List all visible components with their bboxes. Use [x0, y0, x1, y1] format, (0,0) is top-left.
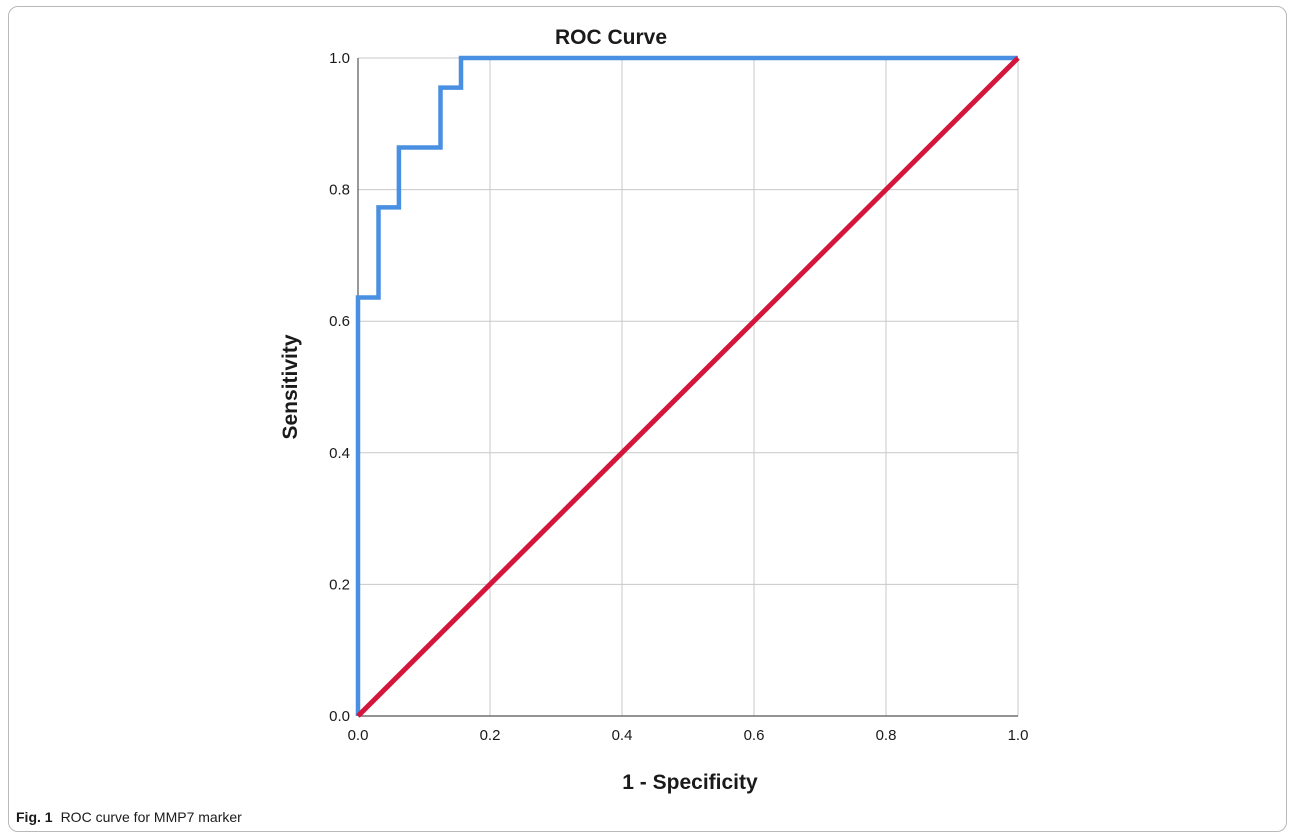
y-tick-label: 0.0: [329, 708, 350, 725]
x-tick-label: 0.6: [744, 727, 765, 744]
x-tick-label: 0.4: [612, 727, 633, 744]
x-axis-label: 1 - Specificity: [622, 771, 758, 794]
y-axis-label: Sensitivity: [279, 334, 302, 439]
reference-diagonal-line: [356, 56, 1020, 718]
roc-curve-line: [355, 55, 1018, 716]
y-tick-label: 1.0: [329, 50, 350, 67]
chart-title: ROC Curve: [555, 26, 667, 49]
x-tick-label: 0.2: [480, 727, 501, 744]
figure-caption: Fig. 1 ROC curve for MMP7 marker: [16, 809, 242, 825]
tick-label-layer: 0.0 0.2 0.4 0.6 0.8 1.0 0.0 0.2 0.4 0.6 0.8 1.0: [329, 50, 1028, 744]
series-layer: [355, 55, 1020, 718]
y-tick-label: 0.8: [329, 182, 350, 199]
x-tick-label: 1.0: [1008, 727, 1029, 744]
y-tick-label: 0.4: [329, 445, 350, 462]
y-tick-label: 0.6: [329, 313, 350, 330]
x-tick-label: 0.8: [876, 727, 897, 744]
x-tick-label: 0.0: [348, 727, 369, 744]
figure-frame: [8, 6, 1287, 832]
figure-caption-text: ROC curve for MMP7 marker: [60, 809, 242, 825]
y-tick-label: 0.2: [329, 576, 350, 593]
figure-label: Fig. 1: [16, 809, 53, 825]
